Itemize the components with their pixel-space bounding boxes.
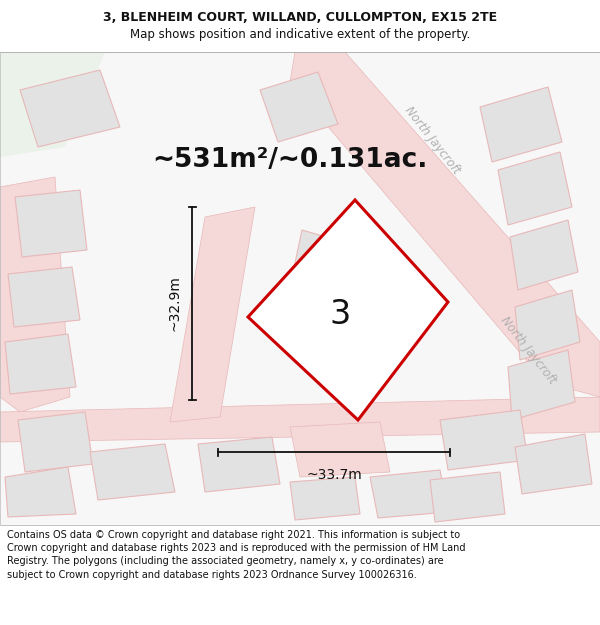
- Polygon shape: [260, 72, 338, 142]
- Polygon shape: [480, 87, 562, 162]
- Polygon shape: [370, 470, 448, 518]
- Polygon shape: [278, 230, 395, 370]
- Polygon shape: [8, 267, 80, 327]
- Polygon shape: [20, 70, 120, 147]
- Polygon shape: [290, 477, 360, 520]
- Text: ~33.7m: ~33.7m: [306, 468, 362, 482]
- Polygon shape: [498, 152, 572, 225]
- Text: North Jaycroft: North Jaycroft: [401, 104, 463, 176]
- Polygon shape: [5, 334, 76, 394]
- Polygon shape: [0, 52, 105, 157]
- Text: ~531m²/~0.131ac.: ~531m²/~0.131ac.: [152, 147, 428, 173]
- Text: Contains OS data © Crown copyright and database right 2021. This information is : Contains OS data © Crown copyright and d…: [7, 530, 466, 579]
- Polygon shape: [290, 422, 390, 477]
- Polygon shape: [248, 200, 448, 420]
- Polygon shape: [515, 434, 592, 494]
- Text: ~32.9m: ~32.9m: [168, 276, 182, 331]
- Polygon shape: [170, 207, 255, 422]
- Polygon shape: [18, 412, 93, 472]
- Text: 3: 3: [329, 298, 350, 331]
- Polygon shape: [440, 410, 528, 470]
- Polygon shape: [15, 190, 87, 257]
- Polygon shape: [290, 52, 600, 397]
- Polygon shape: [508, 350, 575, 420]
- Polygon shape: [515, 290, 580, 360]
- Polygon shape: [510, 220, 578, 290]
- Polygon shape: [0, 52, 600, 525]
- Text: Map shows position and indicative extent of the property.: Map shows position and indicative extent…: [130, 28, 470, 41]
- Polygon shape: [90, 444, 175, 500]
- Polygon shape: [0, 397, 600, 442]
- Polygon shape: [198, 437, 280, 492]
- Polygon shape: [0, 177, 70, 412]
- Polygon shape: [430, 472, 505, 522]
- Polygon shape: [5, 467, 76, 517]
- Text: 3, BLENHEIM COURT, WILLAND, CULLOMPTON, EX15 2TE: 3, BLENHEIM COURT, WILLAND, CULLOMPTON, …: [103, 11, 497, 24]
- Text: North Jaycroft: North Jaycroft: [497, 314, 559, 386]
